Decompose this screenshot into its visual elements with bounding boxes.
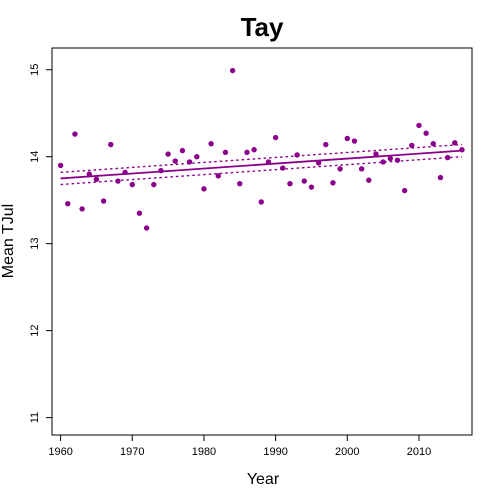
data-point (65, 200, 71, 207)
x-tick-label: 1970 (120, 446, 144, 458)
data-point (222, 149, 229, 156)
x-tick-label: 2010 (407, 446, 431, 458)
data-point (186, 159, 193, 165)
x-tick-label: 2000 (335, 446, 359, 458)
data-point (437, 174, 444, 181)
confidence-upper-line (60, 143, 463, 174)
data-point (294, 152, 300, 158)
data-point (122, 169, 128, 176)
data-point (423, 130, 429, 136)
data-point (351, 138, 358, 144)
y-tick-label: 13 (29, 238, 41, 250)
data-point (79, 206, 85, 212)
data-point (158, 167, 164, 174)
data-point (452, 140, 458, 146)
data-point (387, 155, 393, 162)
data-point (330, 180, 336, 186)
x-tick-label: 1990 (263, 446, 287, 458)
data-point (416, 122, 422, 129)
data-point (136, 210, 143, 216)
data-point (459, 147, 465, 153)
data-point (208, 140, 214, 147)
chart-title: Tay (241, 12, 284, 42)
data-point (444, 154, 451, 161)
data-point (129, 181, 135, 188)
data-point (280, 165, 286, 171)
data-point (72, 131, 78, 137)
data-point (337, 166, 343, 172)
x-axis-label: Year (247, 471, 280, 488)
data-points (57, 67, 465, 231)
y-tick-label: 15 (29, 64, 41, 76)
data-point (401, 187, 408, 194)
data-point (287, 180, 293, 187)
data-point (237, 180, 243, 187)
y-tick-label: 14 (29, 151, 41, 163)
x-tick-label: 1980 (192, 446, 216, 458)
data-point (93, 176, 100, 183)
data-point (380, 159, 386, 165)
data-point (251, 147, 257, 153)
data-point (179, 147, 186, 154)
data-point (172, 158, 178, 164)
data-point (366, 177, 372, 183)
data-point (143, 225, 150, 231)
data-point (201, 186, 207, 192)
data-point (272, 134, 279, 141)
data-point (308, 184, 315, 190)
data-point (57, 162, 64, 169)
data-point (373, 151, 379, 157)
data-point (358, 166, 365, 172)
confidence-lower-line (60, 156, 463, 186)
data-point (194, 154, 200, 160)
data-point (151, 181, 157, 188)
data-point (229, 67, 236, 74)
y-tick-label: 11 (29, 412, 41, 423)
data-point (430, 140, 436, 147)
y-tick-label: 12 (29, 325, 41, 337)
trend-lines (60, 143, 463, 186)
data-point (301, 178, 307, 184)
data-point (258, 199, 264, 205)
data-point (108, 141, 114, 148)
x-tick-label: 1960 (48, 446, 72, 458)
data-point (165, 151, 171, 157)
axes: 1960 1970 1980 1990 2000 2010 11 12 13 14 15 (29, 64, 431, 458)
data-point (323, 141, 329, 148)
data-point (394, 157, 401, 163)
data-point (315, 160, 322, 166)
data-point (115, 178, 121, 184)
data-point (244, 149, 250, 156)
data-point (265, 159, 272, 165)
y-axis-label: Mean TJul (0, 204, 17, 278)
data-point (344, 135, 350, 142)
trend-line (60, 149, 463, 180)
data-point (86, 171, 92, 177)
data-point (215, 173, 221, 179)
data-point (100, 198, 107, 204)
data-point (409, 142, 415, 149)
plot-frame (51, 47, 473, 436)
